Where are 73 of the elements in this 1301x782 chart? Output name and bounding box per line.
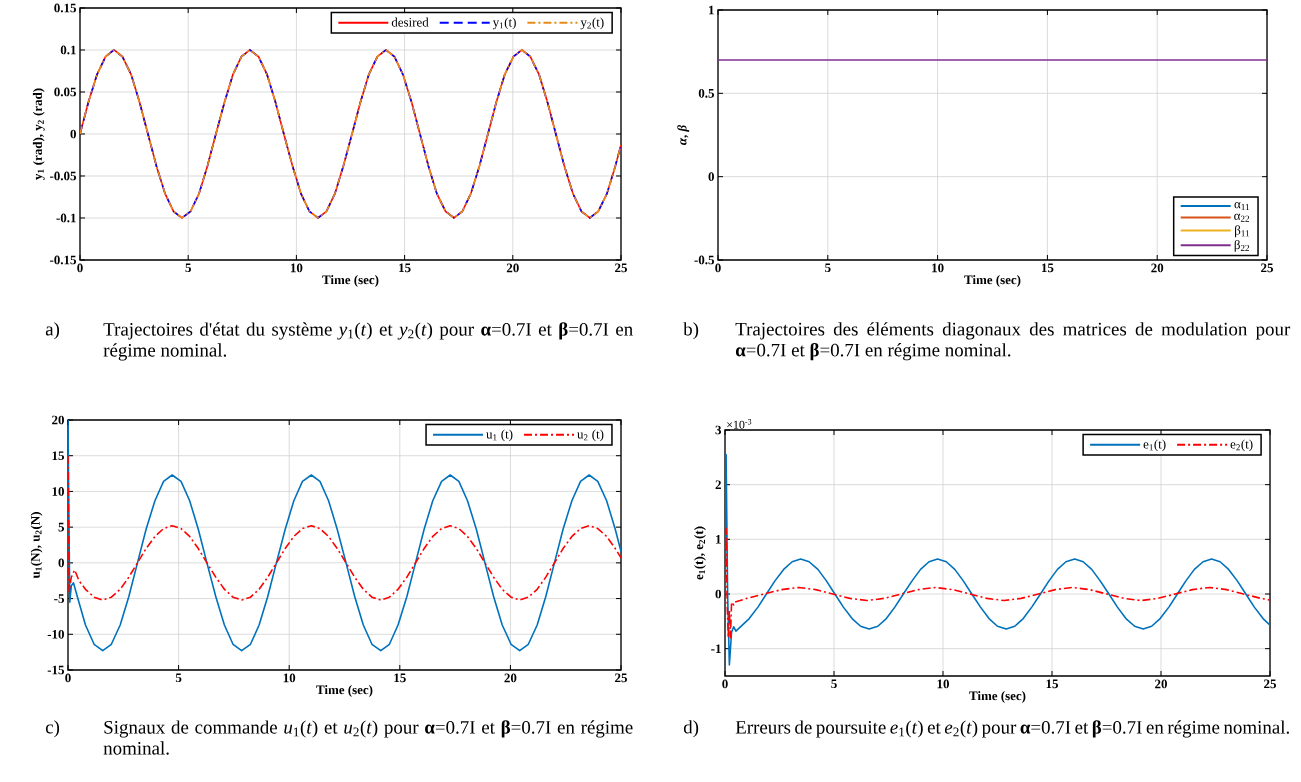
legend-label: u$_{1}$ (t)	[486, 429, 513, 442]
x-tick-label: 5	[831, 679, 837, 689]
text: b)	[683, 322, 699, 340]
y-tick-label: 5	[58, 522, 64, 532]
text: d)	[683, 720, 699, 738]
y-tick-label: 1	[709, 5, 714, 15]
y-tick-label: -15	[47, 665, 64, 675]
legend-label: α$_{22}$	[1234, 213, 1250, 222]
x-tick-label: 10	[290, 263, 303, 273]
x-tick-label: 20	[506, 263, 519, 273]
x-axis-title: Time (sec)	[316, 685, 373, 697]
x-tick-label: 10	[937, 679, 949, 689]
x-tick-label: 0	[77, 263, 83, 273]
legend-label: desired	[391, 17, 429, 27]
text: Signaux de commande u$_{1}$(t) et u$_{2}$(t) pour α=0.7I et β=0.7I en régime nominal.	[103, 720, 633, 755]
x-tick-label: 10	[932, 263, 944, 273]
y-tick-label: 0	[708, 172, 714, 182]
y-tick-label: -0.5	[694, 255, 715, 265]
x-tick-label: 5	[185, 263, 191, 273]
x-tick-label: 5	[825, 263, 831, 273]
x-tick-label: 20	[1151, 263, 1164, 273]
y-tick-label: 10	[52, 487, 64, 496]
legend-label: u$_{2}$ (t)	[577, 429, 604, 442]
y-axis-title: y$_{1}$ (rad), y$_{2}$ (rad)	[32, 88, 45, 180]
y-tick-label: -0.05	[49, 171, 76, 181]
x-axis-title: Time (sec)	[322, 275, 379, 287]
x-tick-label: 10	[283, 673, 296, 683]
x-tick-label: 20	[504, 673, 517, 683]
text: Trajectoires des éléments diagonaux des matrices de modulation pour α=0.7I et β=0.7I en régime nominal.	[735, 322, 1291, 361]
x-axis-title: Time (sec)	[969, 691, 1026, 703]
text: ×10$^{-3}$	[727, 419, 752, 429]
x-tick-label: 15	[399, 263, 411, 273]
x-tick-label: 5	[175, 673, 182, 683]
y-tick-label: 0	[70, 129, 76, 139]
legend-label: e$_{1}$(t)	[1143, 439, 1166, 452]
y-axis-title: e$_{1}$(t), e$_{2}$(t)	[694, 526, 706, 580]
y-tick-label: 2	[715, 480, 721, 489]
y-tick-label: 1	[716, 535, 721, 544]
y-tick-label: 0	[715, 589, 721, 599]
text: a)	[45, 322, 60, 340]
x-tick-label: 15	[1046, 679, 1059, 689]
y-tick-label: 3	[715, 425, 722, 435]
legend-label: y$_{2}$(t)	[580, 17, 604, 30]
y-axis-title: α, β	[677, 124, 690, 145]
y-axis-title: u$_{1}$(N), u$_{2}$(N)	[30, 512, 43, 579]
x-tick-label: 15	[1041, 263, 1054, 273]
y-tick-label: -1	[711, 644, 721, 653]
x-tick-label: 25	[1261, 263, 1274, 273]
y-tick-label: 0.05	[54, 87, 76, 97]
x-tick-label: 15	[394, 673, 406, 683]
text: Erreurs de poursuite e$_{1}$(t) et e$_{2}$(t) pour α=0.7I et β=0.7I en régime nominal.	[735, 720, 1289, 738]
x-tick-label: 25	[615, 673, 628, 683]
y-tick-label: -0.1	[56, 213, 76, 223]
y-tick-label: -0.15	[49, 255, 76, 265]
x-tick-label: 20	[1155, 679, 1167, 689]
y-tick-label: 0.5	[698, 88, 715, 98]
y-tick-label: 0.1	[60, 45, 76, 55]
y-tick-label: -5	[54, 594, 64, 603]
text: Trajectoires d'état du système y$_{1}$(t) et y$_{2}$(t) pour α=0.7I et β=0.7I en régime nominal.	[103, 322, 633, 361]
y-tick-label: 0.15	[54, 3, 76, 13]
legend-label: e$_{2}$(t)	[1230, 439, 1253, 452]
x-tick-label: 25	[615, 263, 627, 273]
y-tick-label: 20	[52, 415, 64, 425]
legend-label: β$_{11}$	[1235, 225, 1249, 238]
legend-label: β$_{22}$	[1234, 239, 1250, 252]
legend-label: y$_{1}$(t)	[492, 17, 516, 30]
y-tick-label: -10	[47, 629, 64, 639]
y-tick-label: 0	[58, 558, 64, 568]
text: c)	[45, 720, 60, 738]
y-tick-label: 15	[52, 451, 64, 461]
legend-label: α$_{11}$	[1234, 202, 1249, 211]
x-tick-label: 25	[1264, 679, 1277, 689]
x-axis-title: Time (sec)	[964, 275, 1021, 287]
